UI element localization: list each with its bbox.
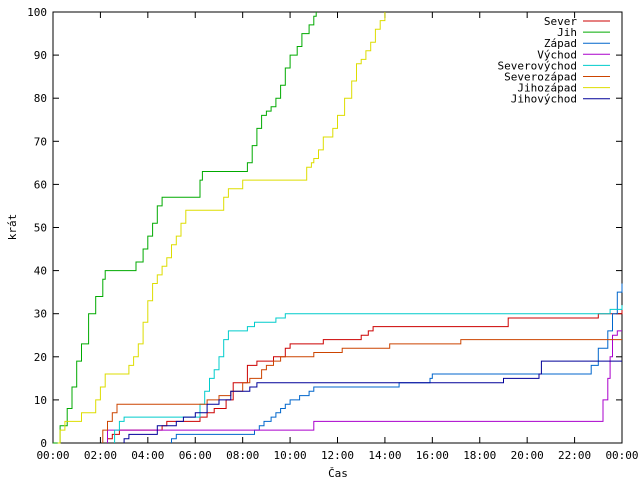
legend-label: Východ (537, 48, 577, 61)
y-tick-label: 60 (34, 178, 47, 191)
legend: SeverJihZápadVýchodSeverovýchodSeverozáp… (498, 15, 610, 106)
x-tick-label: 00:00 (605, 449, 638, 462)
x-tick-label: 00:00 (36, 449, 69, 462)
series-line-jihovýchod (123, 360, 622, 443)
y-tick-label: 80 (34, 92, 47, 105)
y-tick-label: 0 (40, 437, 47, 450)
x-tick-label: 06:00 (179, 449, 212, 462)
x-tick-label: 16:00 (416, 449, 449, 462)
x-tick-label: 04:00 (131, 449, 164, 462)
y-tick-label: 100 (27, 6, 47, 19)
series-line-severozápad (102, 339, 622, 443)
series-line-severovýchod (114, 305, 623, 443)
x-tick-label: 02:00 (84, 449, 117, 462)
y-tick-label: 30 (34, 308, 47, 321)
x-tick-label: 18:00 (463, 449, 496, 462)
x-axis-title: Čas (328, 467, 348, 480)
legend-label: Jihozápad (517, 82, 577, 95)
series-line-jihozápad (57, 12, 386, 444)
legend-label: Jih (557, 26, 577, 39)
y-tick-label: 90 (34, 49, 47, 62)
series-line-západ (171, 283, 623, 443)
y-tick-label: 70 (34, 135, 47, 148)
x-tick-label: 10:00 (274, 449, 307, 462)
series-lines (53, 12, 623, 444)
plot-area: 0 10 20 30 40 50 60 70 80 90 100 00:00 02:00 04:00 06:… (27, 6, 638, 462)
series-line-sever (107, 309, 623, 443)
series-line-jih (53, 12, 317, 444)
y-tick-label: 50 (34, 222, 47, 235)
x-tick-label: 08:00 (226, 449, 259, 462)
legend-label: Jihovýchod (511, 93, 577, 106)
series-line-východ (107, 330, 622, 443)
legend-label: Severovýchod (498, 59, 577, 72)
x-tick-label: 20:00 (511, 449, 544, 462)
legend-label: Západ (544, 37, 577, 50)
legend-label: Severozápad (504, 71, 577, 84)
x-tick-label: 12:00 (321, 449, 354, 462)
y-tick-label: 10 (34, 394, 47, 407)
y-tick-label: 40 (34, 265, 47, 278)
x-tick-label: 14:00 (368, 449, 401, 462)
y-tick-label: 20 (34, 351, 47, 364)
y-axis-title: krát (6, 214, 19, 241)
legend-label: Sever (544, 15, 577, 28)
x-tick-label: 22:00 (558, 449, 591, 462)
